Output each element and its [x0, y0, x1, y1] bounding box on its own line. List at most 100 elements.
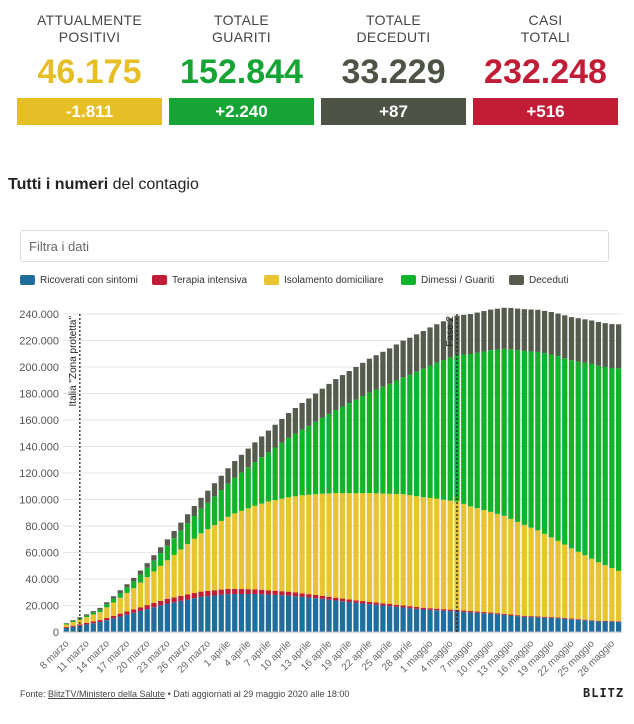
bar-segment [548, 311, 554, 355]
bar-segment [562, 618, 568, 632]
bar-segment [353, 399, 359, 494]
bar-segment [110, 615, 117, 619]
bar-segment [124, 614, 130, 632]
legend-item-terapia-intensiva[interactable]: Terapia intensiva [152, 274, 247, 288]
bar-segment [514, 521, 521, 616]
bar-segment [97, 620, 103, 623]
bar-segment [589, 363, 595, 559]
bar-segment [285, 591, 292, 596]
bar-segment [420, 607, 426, 610]
bar-segment [420, 331, 426, 369]
bar-segment [461, 314, 467, 355]
bar-segment [413, 606, 420, 609]
bar-segment [514, 616, 521, 632]
bar-segment [568, 548, 575, 619]
y-tick-label: 0 [53, 627, 59, 639]
bar-segment [124, 587, 130, 593]
bar-segment [151, 607, 157, 632]
bar-segment [353, 600, 359, 603]
bar-segment [299, 429, 305, 496]
bar-segment [535, 351, 541, 531]
legend-item-isolamento[interactable]: Isolamento domiciliare [264, 274, 384, 288]
bar-segment [164, 560, 171, 599]
bar-segment [191, 515, 197, 539]
bar-segment [333, 493, 339, 598]
bar-segment [575, 619, 581, 632]
bar-segment [63, 628, 69, 632]
bar-segment [501, 515, 507, 614]
bar-segment [272, 500, 278, 591]
stat-delta: +87 [321, 98, 466, 125]
chart-footer: Fonte: BlitzTV/Ministero della Salute • … [20, 689, 349, 699]
bar-segment [265, 590, 272, 595]
stat-label: ATTUALMENTE POSITIVI [37, 12, 142, 45]
bar-segment [144, 609, 150, 632]
legend-item-dimessi-guariti[interactable]: Dimessi / Guariti [401, 274, 494, 288]
footer-source-link[interactable]: BlitzTV/Ministero della Salute [48, 689, 166, 699]
footer-suffix: • Dati aggiornati al 29 maggio 2020 alle… [165, 689, 350, 699]
bar-segment [339, 598, 346, 602]
bar-segment [259, 594, 265, 632]
bar-segment [232, 513, 238, 589]
bar-segment [184, 594, 191, 600]
legend-item-deceduti[interactable]: Deceduti [509, 274, 568, 288]
bar-segment [158, 553, 164, 566]
bar-segment [555, 617, 561, 619]
bar-segment [178, 549, 184, 596]
filter-input[interactable] [21, 231, 608, 261]
bar-segment [555, 313, 561, 357]
bar-segment [238, 589, 245, 595]
bar-segment [521, 309, 527, 351]
legend-label: Terapia intensiva [172, 275, 248, 286]
bar-segment [514, 308, 521, 351]
bar-segment [501, 614, 507, 632]
bar-segment [117, 590, 123, 594]
stat-label: TOTALE DECEDUTI [356, 12, 431, 45]
section-title: Tutti i numeri del contagio [8, 176, 199, 194]
bar-segment [508, 518, 514, 615]
bar-segment [211, 483, 218, 497]
bar-segment [360, 603, 366, 632]
bar-segment [346, 602, 352, 632]
bar-segment [494, 349, 501, 514]
bar-segment [407, 606, 413, 609]
bar-segment [158, 565, 164, 601]
bar-segment [427, 497, 433, 609]
bar-segment [413, 496, 420, 607]
bar-segment [198, 533, 204, 592]
y-tick-label: 200.000 [19, 362, 59, 374]
stat-casi-totali: CASI TOTALI 232.248 +516 [473, 12, 618, 125]
bar-segment [83, 617, 90, 623]
bar-segment [124, 611, 130, 615]
bar-segment [218, 490, 224, 521]
y-tick-label: 40.000 [25, 574, 59, 586]
bar-segment [339, 601, 346, 632]
bar-segment [541, 533, 548, 617]
bar-segment [144, 605, 150, 610]
bar-segment [218, 475, 224, 491]
bar-segment [225, 594, 231, 632]
bar-segment [97, 609, 103, 613]
bar-segment [70, 621, 76, 626]
bar-segment [110, 598, 117, 603]
bar-segment [205, 502, 211, 530]
bar-segment [306, 494, 312, 595]
bar-segment [151, 560, 157, 572]
bar-segment [447, 609, 453, 612]
bar-segment [225, 483, 231, 517]
bar-segment [373, 389, 379, 494]
bar-segment [245, 508, 251, 590]
bar-segment [124, 584, 130, 588]
bar-segment [454, 611, 460, 632]
bar-segment [387, 606, 393, 632]
bar-segment [158, 600, 164, 606]
bar-segment [488, 309, 494, 351]
bar-segment [245, 448, 251, 468]
bar-segment [70, 626, 76, 632]
stats-panel: ATTUALMENTE POSITIVI 46.175 -1.811 TOTAL… [0, 12, 634, 127]
bar-segment [279, 591, 285, 596]
bar-segment [299, 402, 305, 430]
bar-segment [609, 621, 615, 622]
legend-item-ricoverati[interactable]: Ricoverati con sintomi [20, 274, 138, 288]
stat-delta: +516 [473, 98, 618, 125]
